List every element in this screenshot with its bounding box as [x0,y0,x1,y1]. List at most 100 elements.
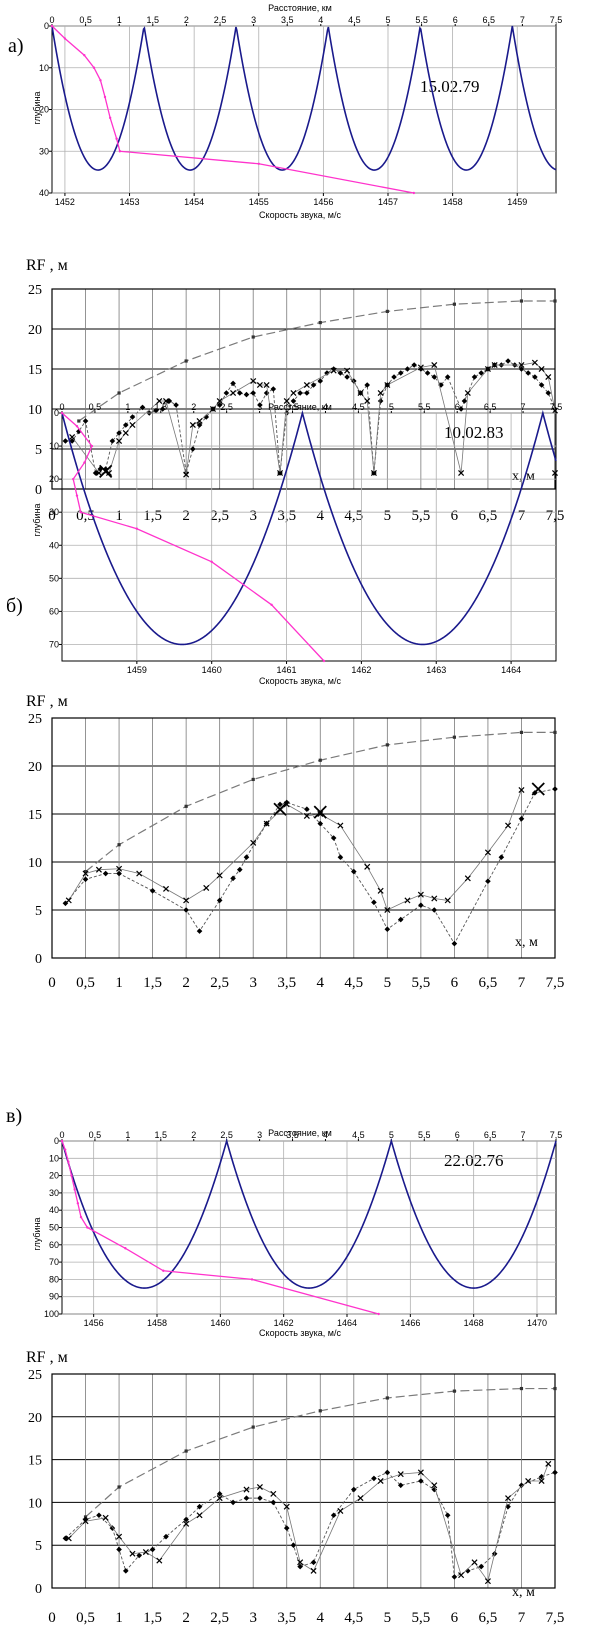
cross-point [303,812,310,819]
x-tick-label: 2,5 [210,508,229,524]
envelope-point [251,1425,255,1429]
bottom-tick-label: 1453 [120,197,140,207]
cross-point [505,1495,512,1502]
envelope-point [553,730,557,734]
cross-point [250,377,257,385]
diamond-point [173,402,179,408]
cross-point [357,389,364,397]
envelope-point [184,804,188,808]
top-tick-label: 6,5 [484,402,497,412]
grid [61,412,557,662]
envelope-point [385,743,389,747]
diamond-point [102,870,109,877]
cross-point [116,437,123,445]
diamond-point [397,1482,404,1489]
cross-point [431,1482,438,1489]
diamond-point [451,1574,458,1580]
bottom-axis-label: Скорость звука, м/с [259,1328,341,1338]
diamond-point [223,390,230,396]
marks [50,24,557,195]
cross-point [431,361,438,369]
profile-point [79,511,82,514]
profile-chart-b: Расстояние, км Скорость звука, м/с глуби… [32,402,562,686]
cross-point [156,397,163,405]
profile-point [75,494,79,497]
bottom-tick-label: 1452 [55,197,75,207]
top-tick-label: 6 [453,15,458,25]
profile-point [72,477,75,481]
top-tick-label: 7,5 [550,1130,563,1140]
cross-point [484,365,491,373]
diamond-point [478,370,485,376]
diamond-point [471,374,478,380]
envelope-point [77,419,81,423]
diamond-point [236,866,243,873]
diamond-point [411,362,417,368]
x-tick-label: 6 [451,508,459,524]
cross-point [162,885,170,892]
diamond-point [190,446,196,452]
y-tick-label: 0 [35,952,42,967]
ray-path-line [51,25,557,171]
diamond-point [397,916,404,923]
diamond-point [532,374,538,380]
grid [51,1373,556,1589]
top-tick-label: 7 [521,402,526,412]
envelope-point [452,735,456,739]
cross-point [243,1486,250,1493]
cross-point [464,875,471,882]
diamond-point [230,1499,236,1506]
diamond-point [384,926,391,932]
x-tick-label: 0,5 [76,1610,95,1626]
bottom-tick-label: 1459 [127,665,147,675]
profile-point [250,1278,254,1281]
x-tick-label: 1,5 [143,1610,162,1626]
cross-point [297,1559,304,1566]
big-cross-point [313,805,327,819]
profile-point [86,1226,89,1229]
diamond-point [243,391,250,398]
x-axis-label: x, м [512,1585,535,1600]
diamond-series-line [65,1471,556,1578]
y-tick-label: 10 [28,856,42,871]
envelope-point [553,299,557,303]
y-tick-label: 15 [28,808,42,823]
cross-point [518,361,525,369]
diamond-point [304,390,310,396]
diamond-point [330,835,337,841]
cross-point [525,1477,532,1485]
bottom-tick-label: 1463 [426,665,446,675]
cross-point [105,469,113,477]
profile-point [162,1269,165,1272]
diamond-point [304,806,310,812]
bottom-tick-label: 1470 [527,1318,547,1328]
x-tick-label: 0,5 [76,975,95,991]
cross-point [330,367,337,374]
bottom-axis-label: Скорость звука, м/с [259,676,341,686]
depth-tick-label: 40 [49,1205,59,1215]
y-tick-label: 15 [28,1454,42,1469]
cross-point [203,884,210,891]
diamond-point [505,358,511,364]
top-tick-label: 1,5 [155,1130,168,1140]
cross-point [377,1477,384,1485]
diamond-point [498,854,505,860]
top-tick-label: 6,5 [484,1130,497,1140]
x-tick-label: 4 [317,508,325,524]
diamond-point [397,370,404,376]
cross-point [136,870,143,877]
cross-point [370,469,377,477]
cross-point [458,1572,465,1579]
x-tick-label: 6 [451,1610,459,1626]
diamond-point [518,1482,525,1489]
envelope-point [318,758,322,762]
cross-point [551,469,559,477]
cross-point [102,1514,109,1521]
cross-point [263,820,270,827]
diamond-point [351,868,357,875]
diamond-point [153,407,159,414]
x-tick-label: 5,5 [411,1610,430,1626]
profile-point [124,1247,127,1250]
depth-tick-label: 60 [49,606,59,616]
panel-letter-v: в) [6,1105,22,1127]
